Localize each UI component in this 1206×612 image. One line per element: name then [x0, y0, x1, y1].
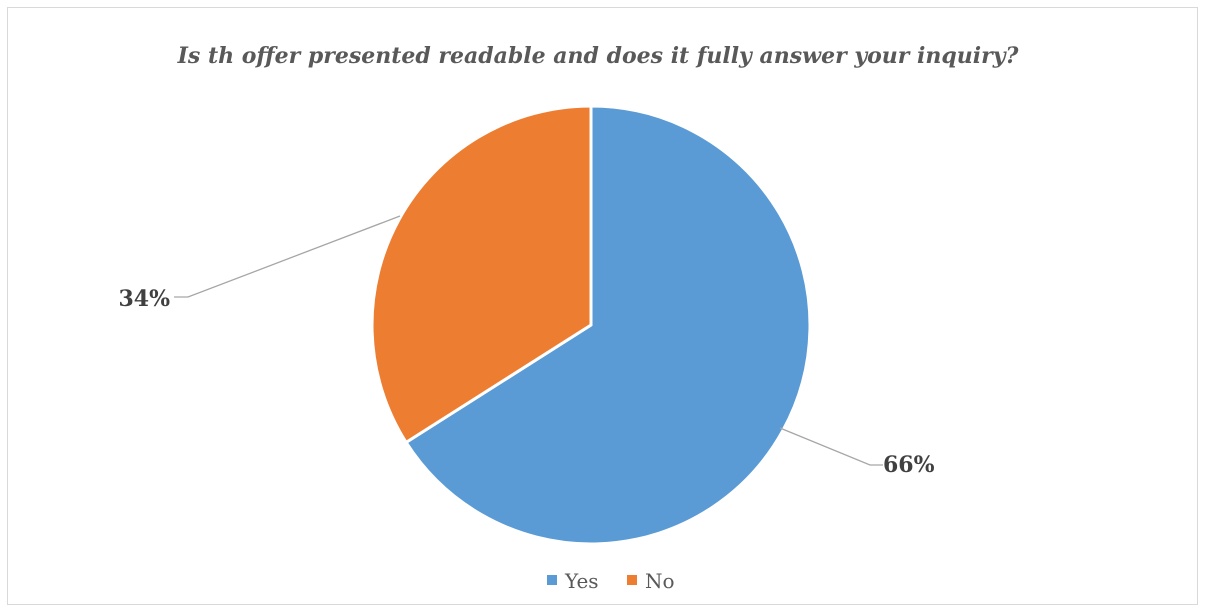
- data-label-yes: 66%: [883, 452, 935, 478]
- legend-label-yes: Yes: [564, 569, 599, 593]
- leader-lines: [174, 215, 883, 466]
- chart-title: Is th offer presented readable and does …: [177, 43, 1020, 69]
- pie-slices: [370, 104, 812, 546]
- data-label-no: 34%: [118, 286, 170, 312]
- leader-line-yes: [779, 427, 883, 466]
- legend-label-no: No: [645, 569, 675, 593]
- legend: Yes No: [547, 569, 675, 593]
- pie-slice-yes: [404, 104, 812, 546]
- pie-slice-no: [370, 104, 593, 444]
- legend-swatch-yes: [547, 575, 557, 585]
- legend-swatch-no: [627, 575, 637, 585]
- data-labels: 66% 34%: [118, 286, 934, 478]
- leader-line-no: [174, 215, 401, 298]
